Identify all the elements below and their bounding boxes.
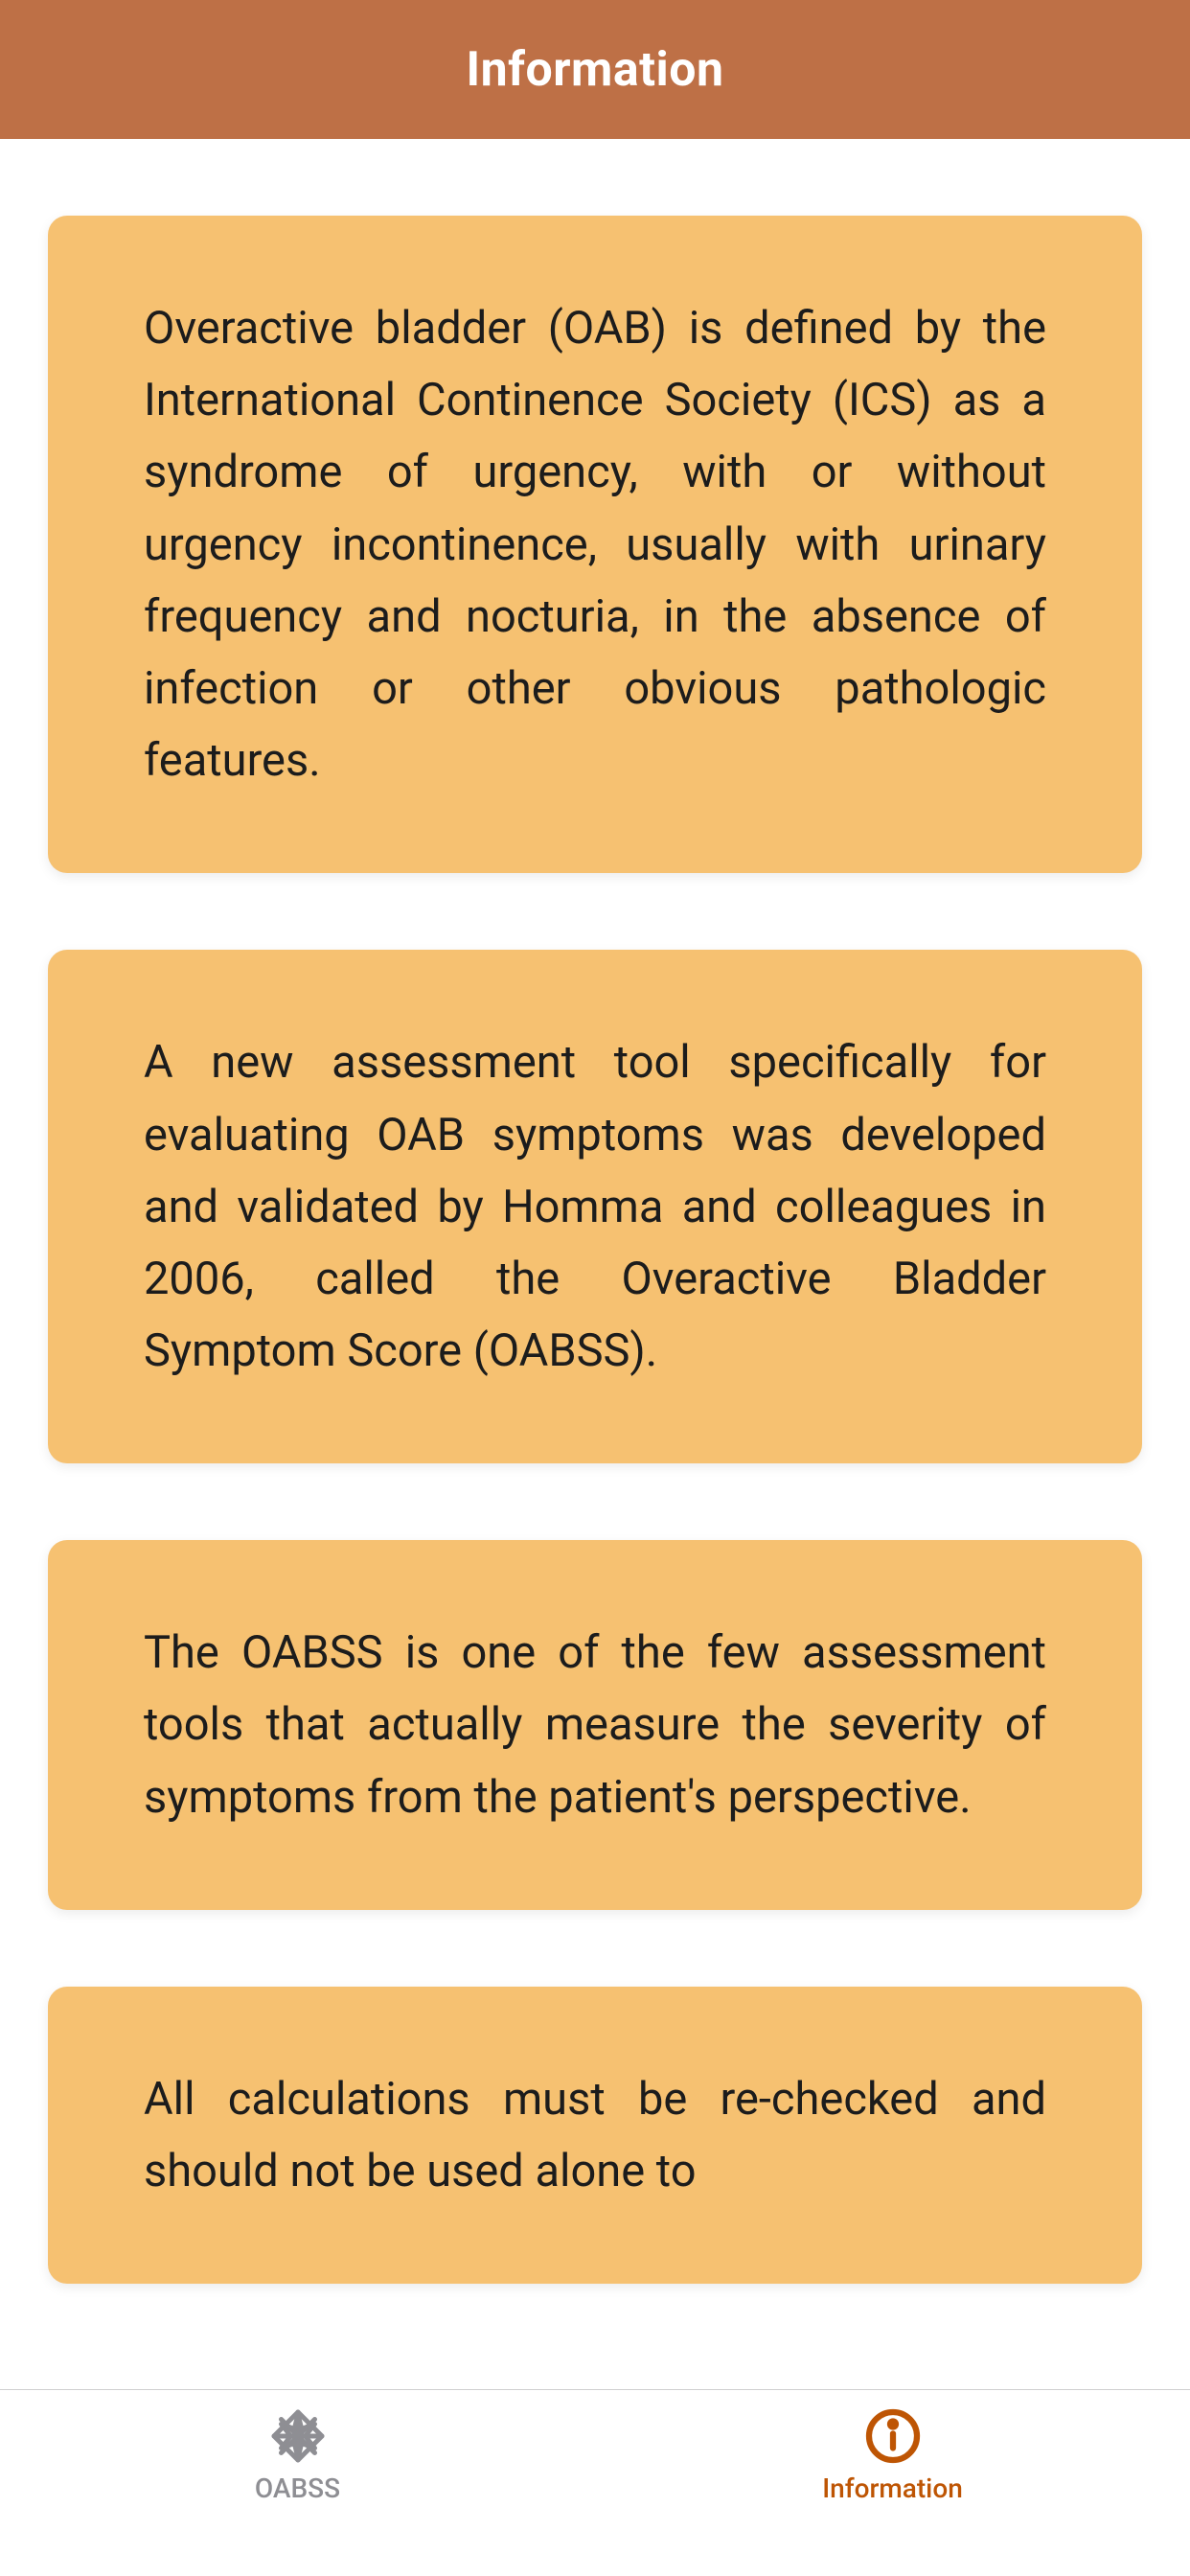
tab-oabss[interactable]: OABSS [0, 2407, 595, 2504]
medical-cross-icon [269, 2407, 327, 2465]
content-area: Overactive bladder (OAB) is defined by t… [0, 139, 1190, 2389]
info-card-text: The OABSS is one of the few assessment t… [144, 1617, 1046, 1833]
tab-label: OABSS [255, 2472, 340, 2504]
info-card: A new assessment tool specifically for e… [48, 950, 1142, 1463]
info-icon [864, 2407, 922, 2465]
info-card-text: All calculations must be re-checked and … [144, 2063, 1046, 2207]
tab-label: Information [822, 2472, 963, 2504]
info-card: All calculations must be re-checked and … [48, 1987, 1142, 2284]
info-card-text: Overactive bladder (OAB) is defined by t… [144, 292, 1046, 796]
tab-bar: OABSS Information [0, 2389, 1190, 2576]
tab-information[interactable]: Information [595, 2407, 1190, 2504]
info-card: Overactive bladder (OAB) is defined by t… [48, 216, 1142, 873]
info-card: The OABSS is one of the few assessment t… [48, 1540, 1142, 1910]
page-header: Information [0, 0, 1190, 139]
info-card-text: A new assessment tool specifically for e… [144, 1026, 1046, 1387]
page-title: Information [466, 42, 723, 98]
